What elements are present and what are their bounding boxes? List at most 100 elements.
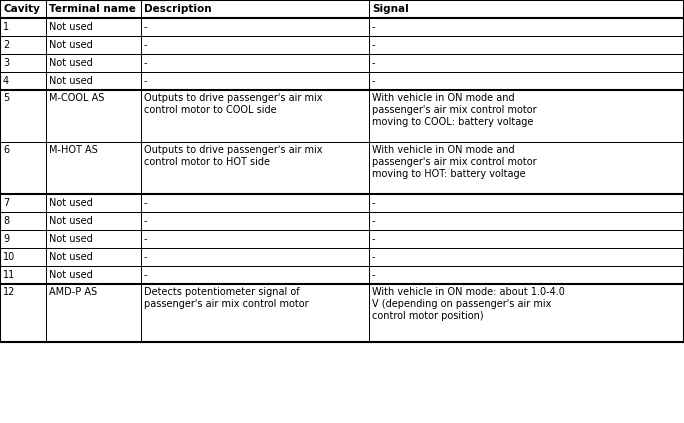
- Bar: [0, 230, 46, 248]
- Bar: [46, 230, 141, 248]
- Bar: [369, 36, 684, 54]
- Bar: [0, 212, 46, 230]
- Text: 8: 8: [3, 216, 9, 226]
- Text: Signal: Signal: [372, 4, 409, 14]
- Bar: [141, 36, 369, 54]
- Bar: [0, 36, 46, 54]
- Bar: [141, 142, 369, 194]
- Text: With vehicle in ON mode: about 1.0-4.0
V (depending on passenger's air mix
contr: With vehicle in ON mode: about 1.0-4.0 V…: [372, 287, 565, 321]
- Bar: [369, 90, 684, 142]
- Bar: [369, 284, 684, 342]
- Bar: [0, 18, 46, 36]
- Bar: [369, 18, 684, 36]
- Text: Not used: Not used: [49, 252, 93, 262]
- Text: Not used: Not used: [49, 22, 93, 32]
- Text: With vehicle in ON mode and
passenger's air mix control motor
moving to HOT: bat: With vehicle in ON mode and passenger's …: [372, 145, 537, 179]
- Bar: [0, 54, 46, 72]
- Text: 12: 12: [3, 287, 15, 297]
- Text: AMD-P AS: AMD-P AS: [49, 287, 97, 297]
- Bar: [369, 72, 684, 90]
- Text: 11: 11: [3, 270, 15, 280]
- Text: -: -: [372, 216, 376, 226]
- Text: 7: 7: [3, 198, 10, 208]
- Text: Detects potentiometer signal of
passenger's air mix control motor: Detects potentiometer signal of passenge…: [144, 287, 308, 309]
- Text: -: -: [144, 234, 148, 244]
- Bar: [46, 54, 141, 72]
- Bar: [46, 212, 141, 230]
- Text: -: -: [144, 76, 148, 86]
- Bar: [369, 194, 684, 212]
- Bar: [369, 248, 684, 266]
- Text: -: -: [372, 40, 376, 50]
- Text: -: -: [144, 22, 148, 32]
- Bar: [369, 230, 684, 248]
- Text: -: -: [144, 216, 148, 226]
- Bar: [46, 0, 141, 18]
- Bar: [0, 0, 46, 18]
- Text: Description: Description: [144, 4, 211, 14]
- Text: Outputs to drive passenger's air mix
control motor to HOT side: Outputs to drive passenger's air mix con…: [144, 145, 322, 167]
- Text: Not used: Not used: [49, 270, 93, 280]
- Text: Not used: Not used: [49, 234, 93, 244]
- Bar: [0, 248, 46, 266]
- Text: Not used: Not used: [49, 76, 93, 86]
- Text: -: -: [144, 252, 148, 262]
- Bar: [46, 18, 141, 36]
- Bar: [141, 0, 369, 18]
- Bar: [369, 212, 684, 230]
- Text: 2: 2: [3, 40, 10, 50]
- Text: -: -: [144, 270, 148, 280]
- Bar: [0, 72, 46, 90]
- Bar: [141, 284, 369, 342]
- Bar: [46, 248, 141, 266]
- Text: -: -: [144, 58, 148, 68]
- Bar: [141, 72, 369, 90]
- Text: -: -: [372, 76, 376, 86]
- Bar: [369, 0, 684, 18]
- Text: Outputs to drive passenger's air mix
control motor to COOL side: Outputs to drive passenger's air mix con…: [144, 93, 322, 115]
- Text: -: -: [144, 40, 148, 50]
- Text: With vehicle in ON mode and
passenger's air mix control motor
moving to COOL: ba: With vehicle in ON mode and passenger's …: [372, 93, 537, 127]
- Bar: [0, 0, 684, 342]
- Bar: [46, 142, 141, 194]
- Text: -: -: [372, 252, 376, 262]
- Text: M-COOL AS: M-COOL AS: [49, 93, 105, 103]
- Text: 1: 1: [3, 22, 9, 32]
- Bar: [141, 194, 369, 212]
- Bar: [46, 284, 141, 342]
- Bar: [0, 142, 46, 194]
- Text: Cavity: Cavity: [3, 4, 40, 14]
- Bar: [46, 266, 141, 284]
- Text: 5: 5: [3, 93, 10, 103]
- Bar: [0, 284, 46, 342]
- Bar: [141, 230, 369, 248]
- Bar: [141, 18, 369, 36]
- Bar: [46, 36, 141, 54]
- Bar: [369, 54, 684, 72]
- Text: Not used: Not used: [49, 216, 93, 226]
- Text: -: -: [372, 58, 376, 68]
- Bar: [141, 212, 369, 230]
- Text: 4: 4: [3, 76, 9, 86]
- Bar: [141, 266, 369, 284]
- Bar: [0, 266, 46, 284]
- Text: M-HOT AS: M-HOT AS: [49, 145, 98, 155]
- Text: -: -: [144, 198, 148, 208]
- Bar: [369, 266, 684, 284]
- Text: -: -: [372, 22, 376, 32]
- Text: -: -: [372, 234, 376, 244]
- Bar: [0, 90, 46, 142]
- Text: 10: 10: [3, 252, 15, 262]
- Bar: [369, 142, 684, 194]
- Text: Not used: Not used: [49, 198, 93, 208]
- Bar: [46, 194, 141, 212]
- Text: -: -: [372, 270, 376, 280]
- Bar: [46, 90, 141, 142]
- Bar: [0, 194, 46, 212]
- Bar: [141, 54, 369, 72]
- Bar: [46, 72, 141, 90]
- Bar: [141, 248, 369, 266]
- Text: 3: 3: [3, 58, 9, 68]
- Text: Not used: Not used: [49, 40, 93, 50]
- Text: -: -: [372, 198, 376, 208]
